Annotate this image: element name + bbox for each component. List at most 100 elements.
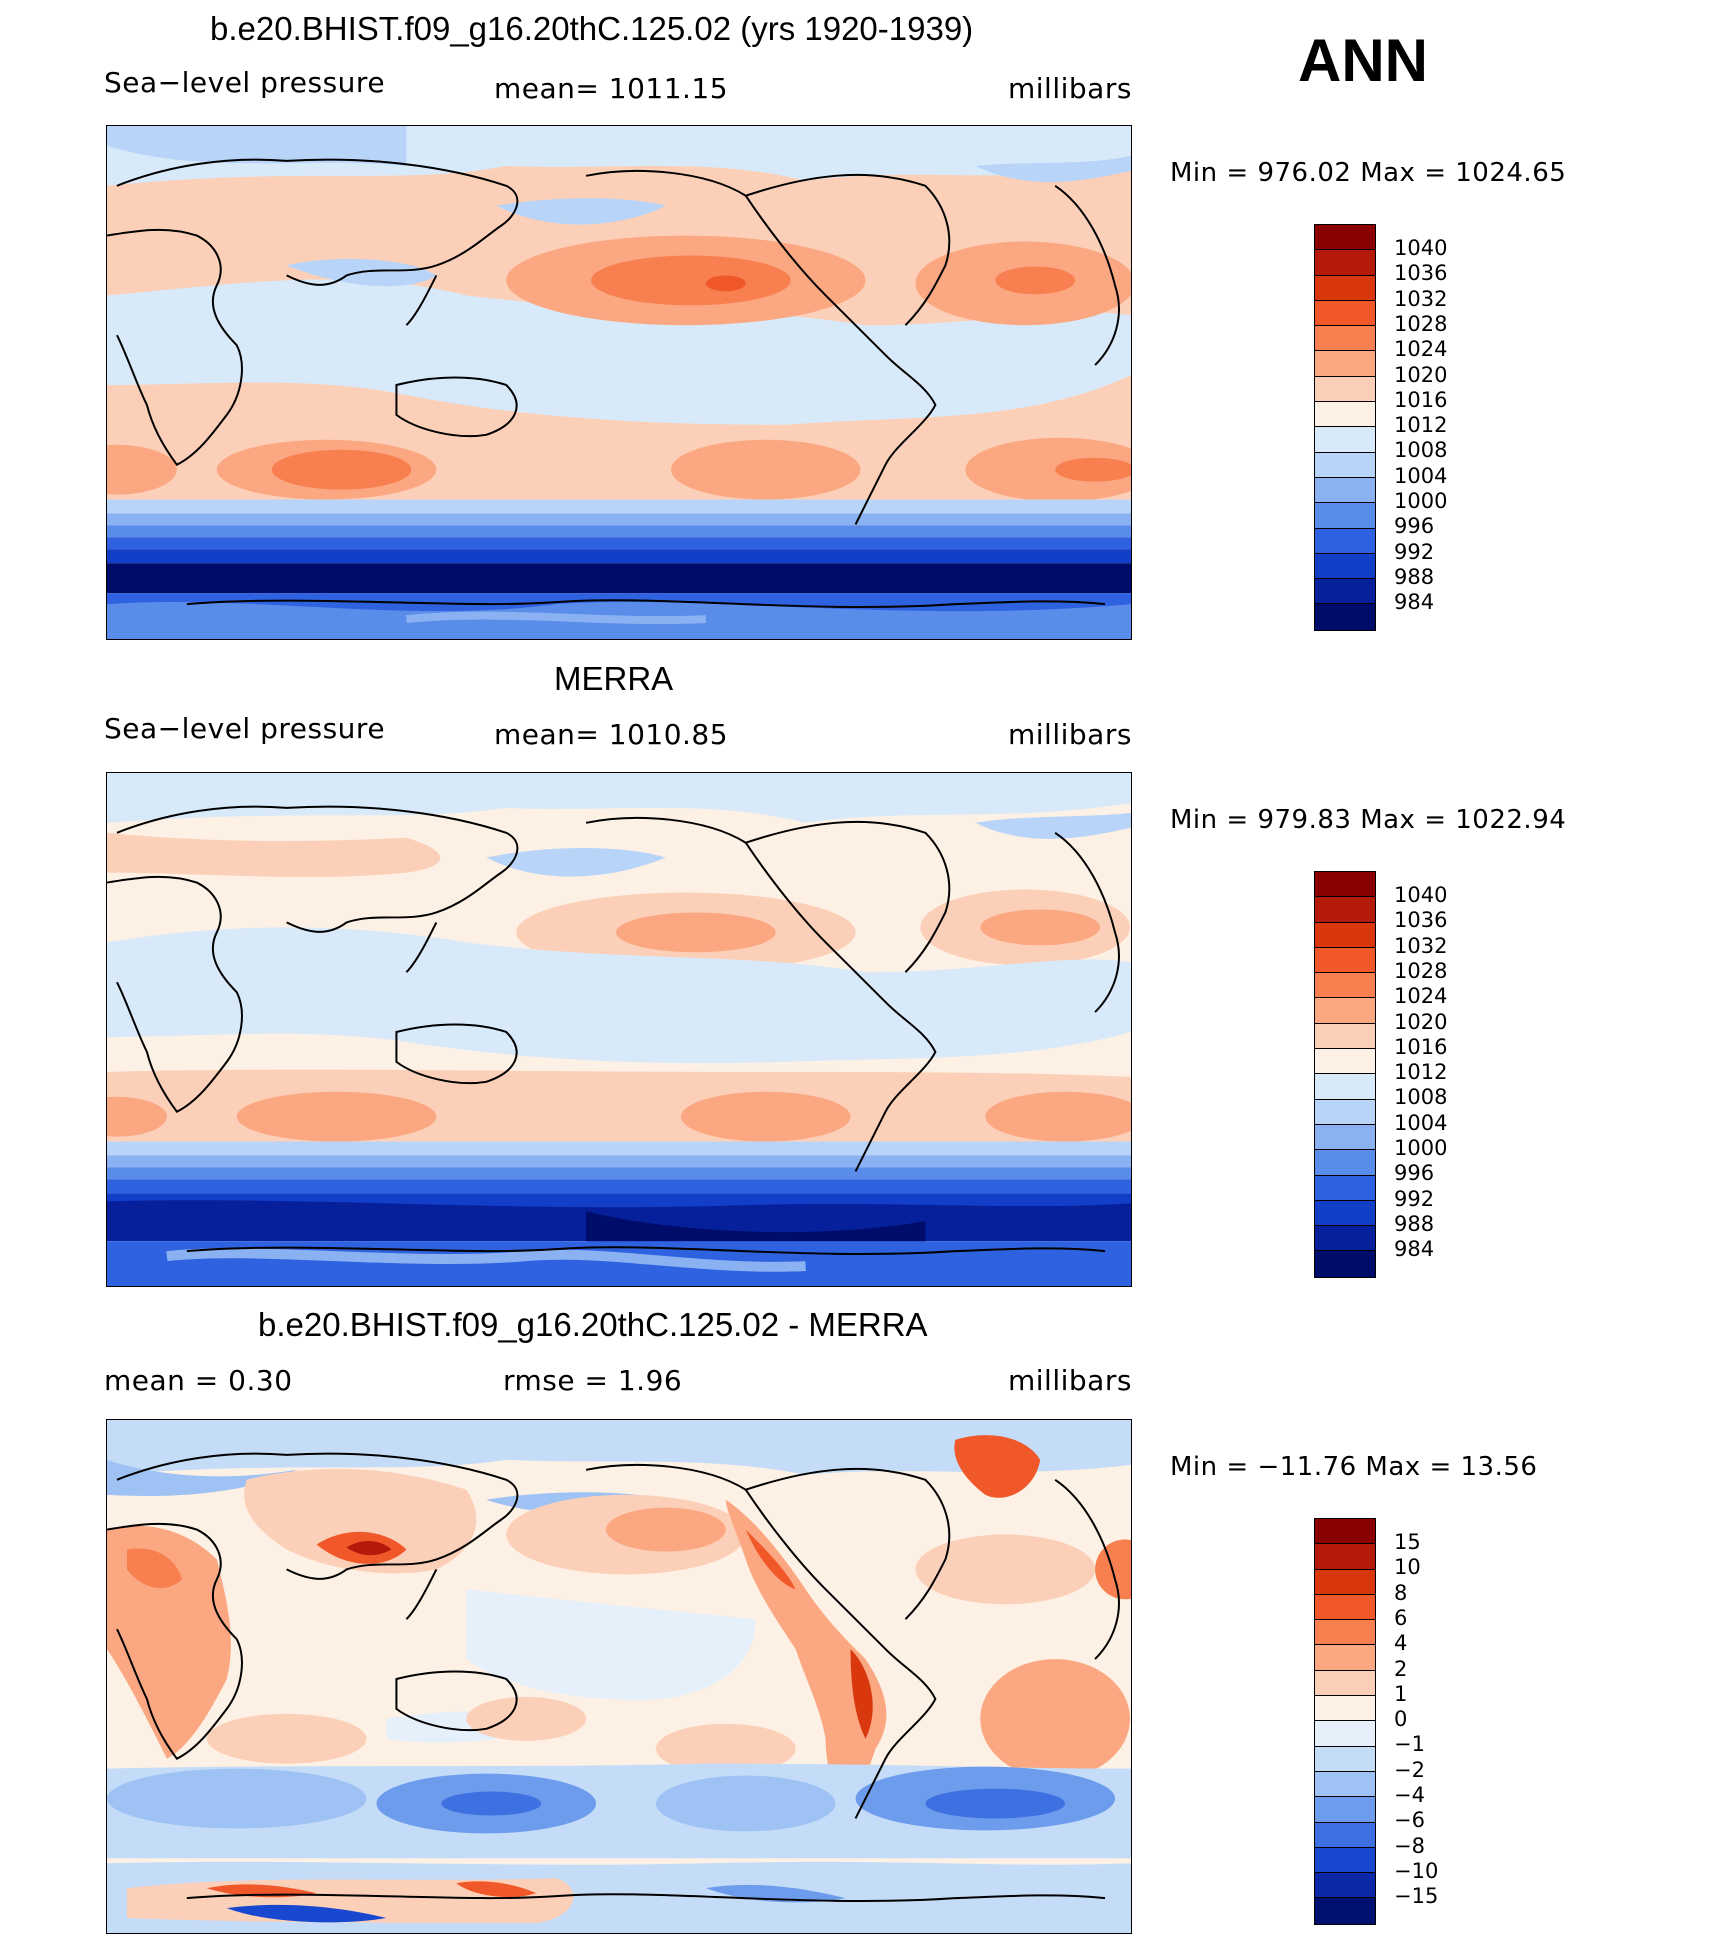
colorbar-box (1315, 503, 1375, 529)
colorbar-box (1315, 376, 1375, 403)
colorbar-box (1315, 553, 1375, 580)
panel-3-mean-label: mean = 0.30 (104, 1364, 293, 1397)
colorbar-box (1315, 1251, 1375, 1277)
panel-3-minmax: Min = −11.76 Max = 13.56 (1170, 1452, 1538, 1482)
panel-2-title: MERRA (554, 660, 674, 697)
panel-2-minmax: Min = 979.83 Max = 1022.94 (1170, 805, 1567, 835)
colorbar-level-label: 15 (1394, 1530, 1421, 1554)
colorbar-level-label: 1004 (1394, 1110, 1448, 1135)
colorbar-level-label: −4 (1394, 1783, 1425, 1807)
colorbar-level-label: 1008 (1394, 438, 1448, 463)
colorbar-level-label: 1028 (1394, 958, 1448, 983)
colorbar-box (1315, 872, 1375, 898)
colorbar-box (1315, 998, 1375, 1024)
colorbar-box (1315, 604, 1375, 630)
colorbar-level-label: 1024 (1394, 337, 1448, 362)
colorbar-level-label: 1016 (1394, 1034, 1448, 1059)
colorbar-level-label: −2 (1394, 1757, 1425, 1782)
colorbar-box (1315, 427, 1375, 453)
colorbar-level-label: 1020 (1394, 1009, 1448, 1034)
panel-3-colorbar (1314, 1518, 1376, 1925)
colorbar-level-label: 984 (1394, 1237, 1435, 1262)
colorbar-level-label: 1020 (1394, 362, 1448, 387)
panel-3-rmse-label: rmse = 1.96 (503, 1364, 683, 1397)
colorbar-box (1315, 250, 1375, 276)
colorbar-box (1315, 1074, 1375, 1100)
colorbar-level-label: −8 (1394, 1833, 1425, 1858)
colorbar-level-label: 0 (1394, 1707, 1408, 1732)
panel-2-variable-label: Sea−level pressure (104, 712, 386, 745)
colorbar-box (1315, 1822, 1375, 1848)
colorbar-box (1315, 1746, 1375, 1772)
colorbar-level-label: 1036 (1394, 908, 1448, 933)
colorbar-level-label: −15 (1394, 1884, 1439, 1909)
panel-1-map (106, 125, 1132, 640)
colorbar-box (1315, 528, 1375, 554)
panel-1-title: b.e20.BHIST.f09_g16.20thC.125.02 (yrs 19… (210, 10, 974, 47)
colorbar-box (1315, 326, 1375, 352)
colorbar-level-label: 996 (1394, 1161, 1435, 1186)
colorbar-box (1315, 1797, 1375, 1823)
colorbar-level-label: 1008 (1394, 1085, 1448, 1110)
colorbar-box (1315, 300, 1375, 327)
colorbar-box (1315, 1696, 1375, 1722)
panel-1-variable-label: Sea−level pressure (104, 66, 386, 99)
colorbar-box (1315, 1594, 1375, 1621)
colorbar-level-label: 988 (1394, 564, 1435, 589)
colorbar-box (1315, 1049, 1375, 1075)
colorbar-level-label: 2 (1394, 1656, 1408, 1681)
colorbar-level-label: 1016 (1394, 387, 1448, 412)
colorbar-box (1315, 579, 1375, 605)
colorbar-box (1315, 1847, 1375, 1874)
colorbar-level-label: 8 (1394, 1580, 1408, 1605)
colorbar-level-label: 1000 (1394, 489, 1448, 513)
colorbar-box (1315, 1544, 1375, 1570)
colorbar-level-label: 988 (1394, 1211, 1435, 1236)
panel-1-colorbar (1314, 224, 1376, 631)
colorbar-box (1315, 1099, 1375, 1125)
colorbar-level-label: 1028 (1394, 311, 1448, 336)
colorbar-level-label: −6 (1394, 1808, 1425, 1833)
colorbar-level-label: 4 (1394, 1631, 1408, 1656)
colorbar-level-label: 6 (1394, 1605, 1408, 1630)
colorbar-level-label: 1040 (1394, 236, 1448, 260)
panel-3-map (106, 1419, 1132, 1934)
panel-2-colorbar (1314, 871, 1376, 1278)
colorbar-level-label: 1012 (1394, 413, 1448, 438)
panel-1-units-label: millibars (1008, 72, 1132, 105)
colorbar-level-label: 984 (1394, 590, 1435, 615)
panel-3-title: b.e20.BHIST.f09_g16.20thC.125.02 - MERRA (258, 1306, 928, 1343)
colorbar-level-label: 1004 (1394, 463, 1448, 488)
colorbar-box (1315, 402, 1375, 428)
colorbar-box (1315, 1620, 1375, 1646)
colorbar-box (1315, 897, 1375, 923)
colorbar-box (1315, 1873, 1375, 1899)
colorbar-level-label: 1040 (1394, 883, 1448, 907)
colorbar-level-label: 10 (1394, 1555, 1421, 1580)
colorbar-box (1315, 1670, 1375, 1697)
colorbar-box (1315, 225, 1375, 251)
colorbar-box (1315, 922, 1375, 948)
colorbar-box (1315, 351, 1375, 377)
colorbar-box (1315, 1898, 1375, 1924)
colorbar-level-label: 1036 (1394, 261, 1448, 286)
colorbar-box (1315, 1645, 1375, 1671)
colorbar-box (1315, 1569, 1375, 1595)
colorbar-level-label: 1032 (1394, 933, 1448, 958)
season-label: ANN (1298, 27, 1428, 94)
colorbar-level-label: 1000 (1394, 1136, 1448, 1160)
colorbar-box (1315, 452, 1375, 478)
colorbar-level-label: 992 (1394, 1186, 1435, 1211)
panel-3-units-label: millibars (1008, 1364, 1132, 1397)
colorbar-box (1315, 973, 1375, 999)
colorbar-box (1315, 1175, 1375, 1201)
colorbar-box (1315, 275, 1375, 301)
panel-2-mean-label: mean= 1010.85 (494, 718, 729, 751)
colorbar-level-label: 1024 (1394, 984, 1448, 1009)
colorbar-box (1315, 1771, 1375, 1798)
colorbar-level-label: 1032 (1394, 286, 1448, 311)
panel-1-map-svg (107, 126, 1131, 639)
panel-3-map-svg (107, 1420, 1131, 1933)
panel-1-minmax: Min = 976.02 Max = 1024.65 (1170, 158, 1567, 188)
colorbar-box (1315, 477, 1375, 504)
